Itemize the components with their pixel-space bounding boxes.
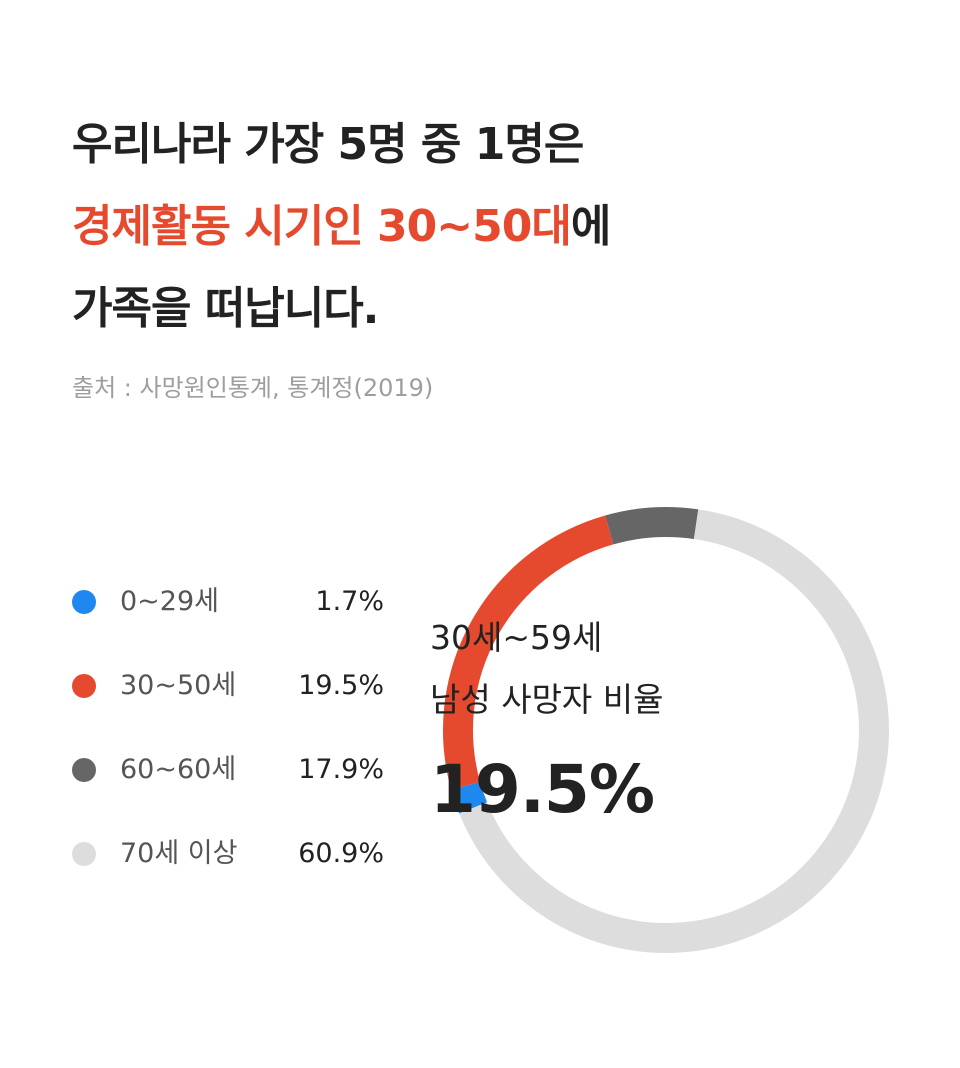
legend-value: 1.7% [315, 586, 384, 617]
donut-center-line-1: 30세~59세 [430, 618, 603, 657]
headline-line-2-rest: 에 [570, 201, 611, 252]
donut-chart-svg [443, 507, 889, 953]
source-note: 출처 : 사망원인통계, 통계정(2019) [72, 374, 434, 402]
headline-line-1: 우리나라 가장 5명 중 1명은 [72, 119, 584, 170]
donut-segment-70-plus [459, 509, 889, 953]
legend-item: 60~60세 17.9% [72, 746, 392, 830]
donut-segment-0-29 [451, 781, 488, 814]
legend-swatch [72, 842, 96, 866]
legend-swatch [72, 590, 96, 614]
donut-segment-60-60 [605, 507, 699, 545]
legend-value: 17.9% [298, 754, 384, 785]
headline: 우리나라 가장 5명 중 1명은 경제활동 시기인 30~50대에 가족을 떠납… [72, 104, 611, 350]
chart-legend: 0~29세 1.7% 30~50세 19.5% 60~60세 17.9% 70세… [72, 578, 392, 914]
donut-center-line-2: 남성 사망자 비율 [430, 680, 664, 719]
legend-swatch [72, 758, 96, 782]
legend-item: 0~29세 1.7% [72, 578, 392, 662]
headline-line-2: 경제활동 시기인 30~50대에 [72, 186, 611, 268]
donut-chart: 30세~59세 남성 사망자 비율 19.5% [430, 494, 902, 966]
headline-line-3: 가족을 떠납니다. [72, 283, 379, 334]
legend-label: 60~60세 [120, 754, 237, 785]
legend-item: 30~50세 19.5% [72, 662, 392, 746]
headline-accent: 경제활동 시기인 30~50대 [72, 201, 572, 252]
legend-value: 60.9% [298, 838, 384, 869]
donut-segment-30-50 [443, 515, 614, 790]
donut-center-value: 19.5% [430, 751, 655, 828]
legend-label: 70세 이상 [120, 838, 238, 869]
legend-item: 70세 이상 60.9% [72, 830, 392, 914]
legend-label: 30~50세 [120, 670, 237, 701]
legend-swatch [72, 674, 96, 698]
legend-label: 0~29세 [120, 586, 219, 617]
legend-value: 19.5% [298, 670, 384, 701]
